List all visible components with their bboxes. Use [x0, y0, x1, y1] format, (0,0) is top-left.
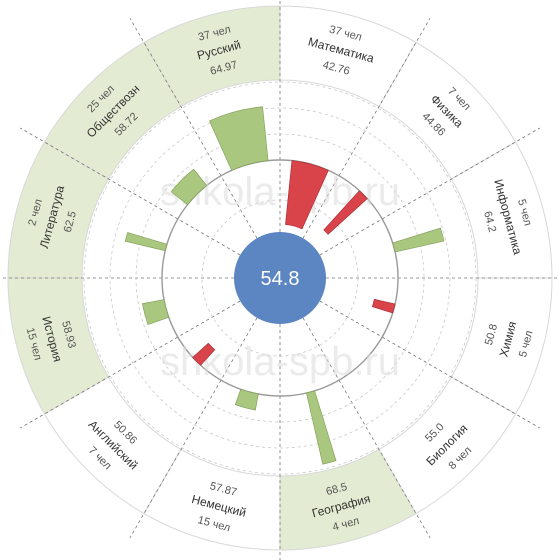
radial-axis-line — [302, 17, 431, 239]
radial-axis-line — [319, 300, 541, 429]
grid-ring — [83, 81, 477, 475]
radial-axis-line — [19, 127, 241, 256]
radial-axis-line — [129, 17, 258, 239]
radial-axis-line — [302, 317, 431, 539]
grid-ring — [109, 107, 451, 449]
score-bar — [141, 299, 170, 325]
radial-axis-line — [319, 127, 541, 256]
score-bars — [124, 106, 445, 465]
score-bar — [124, 232, 168, 252]
score-label: 62.5 — [62, 210, 79, 234]
score-bar — [170, 168, 208, 206]
score-bar — [234, 388, 259, 411]
watermark-bottom: shkola-spb.ru — [160, 340, 400, 384]
radial-axis-line — [19, 300, 241, 429]
score-label: 50.8 — [483, 323, 500, 347]
grid-ring — [201, 199, 359, 357]
label-ring — [7, 5, 553, 551]
center-value: 54.8 — [261, 268, 300, 290]
score-bar — [192, 342, 216, 366]
baseline-ring — [161, 159, 399, 397]
score-bar — [392, 227, 445, 253]
score-bar — [208, 106, 269, 171]
score-bar — [371, 298, 396, 314]
label-sector — [143, 5, 281, 108]
score-bar — [323, 190, 368, 235]
center-circle — [234, 232, 326, 324]
score-label: 68.5 — [325, 481, 349, 498]
radial-axis-line — [129, 317, 258, 539]
score-label: 64.2 — [481, 210, 498, 234]
grid-ring — [135, 133, 425, 423]
score-bar — [306, 390, 337, 465]
score-bar — [285, 160, 329, 230]
